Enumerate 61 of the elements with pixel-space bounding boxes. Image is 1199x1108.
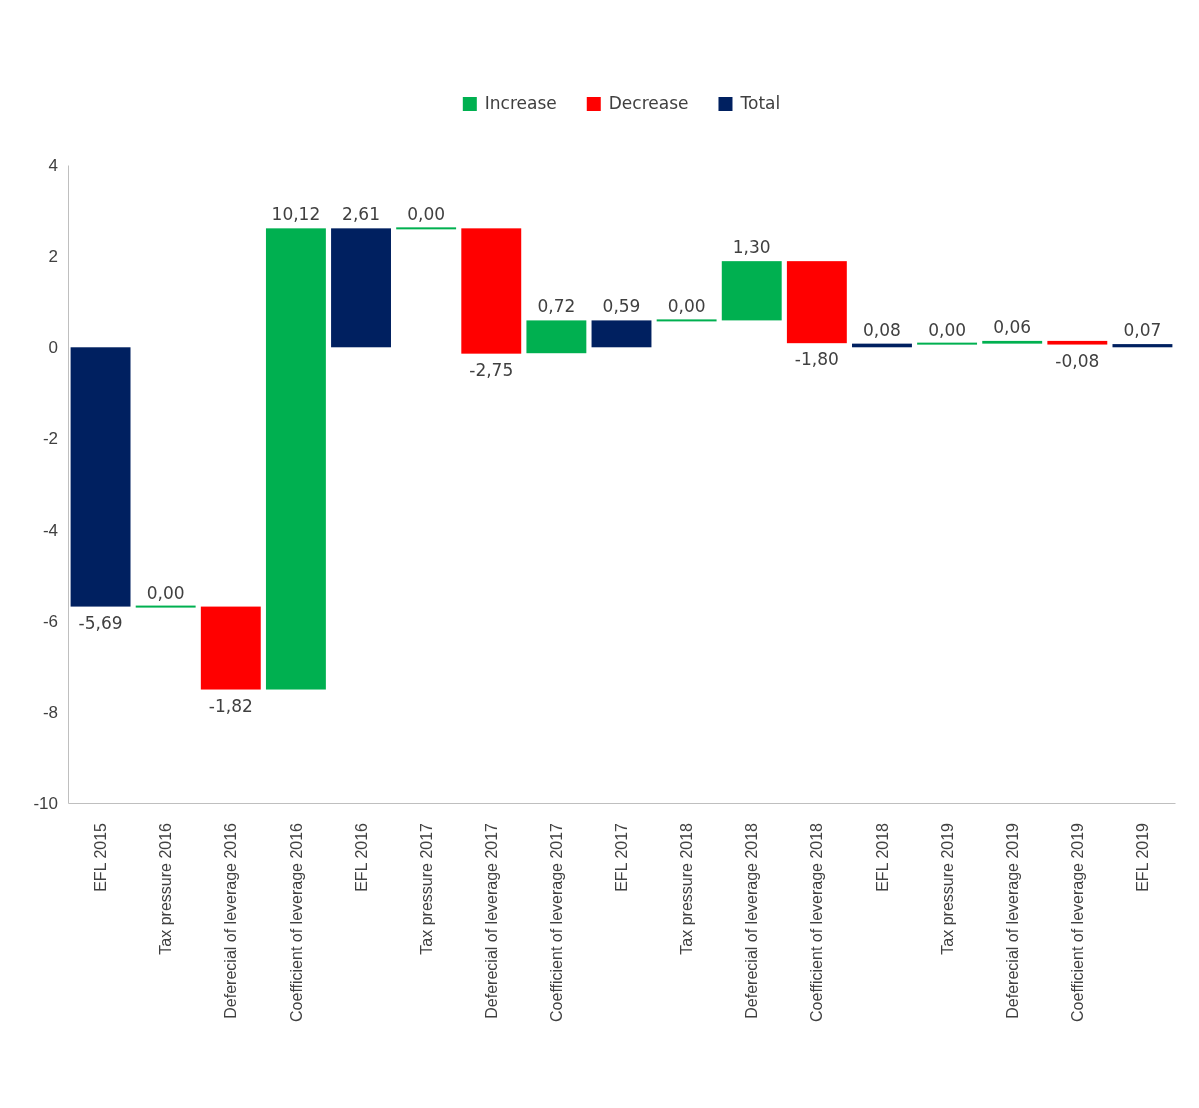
data-label: -0,08 [1055, 350, 1100, 371]
y-tick-label: 0 [48, 338, 58, 358]
x-tick-label: Deferecial of leverage 2018 [743, 822, 761, 1019]
x-tick-label: EFL 2016 [352, 822, 370, 892]
data-label: -1,80 [794, 349, 839, 370]
x-tick-label: Tax pressure 2017 [417, 822, 435, 955]
y-tick-label: -10 [33, 793, 58, 813]
bar [331, 228, 391, 348]
bar [265, 228, 326, 690]
data-label: 0,72 [537, 296, 576, 317]
x-tick-label: Deferecial of leverage 2016 [222, 822, 240, 1019]
bar [917, 342, 978, 345]
y-tick-label: -4 [42, 520, 58, 540]
y-tick-label: -8 [42, 702, 58, 722]
bar [70, 347, 131, 607]
data-label: 0,07 [1123, 320, 1162, 341]
data-label: -5,69 [78, 612, 123, 633]
x-tick-label: Coefficient of leverage 2018 [808, 822, 826, 1022]
x-tick-label: EFL 2015 [92, 822, 110, 892]
data-label: 0,00 [146, 582, 185, 603]
x-tick-label: Deferecial of leverage 2017 [482, 822, 500, 1019]
bar [721, 261, 782, 321]
data-label: 0,06 [993, 316, 1032, 337]
data-label: -1,82 [208, 695, 253, 716]
data-label: 10,12 [271, 204, 321, 225]
bar [461, 228, 522, 354]
bar [396, 227, 457, 230]
bar [591, 320, 652, 348]
x-tick-label: EFL 2019 [1134, 822, 1152, 892]
x-tick-label: EFL 2017 [613, 822, 631, 892]
data-label: 0,00 [407, 204, 446, 225]
y-tick-label: 4 [48, 155, 58, 175]
x-tick-label: EFL 2018 [873, 822, 891, 892]
x-tick-label: Coefficient of leverage 2016 [287, 822, 305, 1022]
x-tick-label: Deferecial of leverage 2019 [1003, 822, 1021, 1019]
bar [200, 606, 261, 690]
x-tick-label: Coefficient of leverage 2019 [1068, 822, 1086, 1022]
y-tick-label: -2 [42, 429, 58, 449]
data-label: 1,30 [732, 237, 771, 258]
x-tick-label: Tax pressure 2019 [938, 822, 956, 955]
x-tick-label: Tax pressure 2016 [157, 822, 175, 955]
bar [1047, 340, 1108, 345]
bar [982, 340, 1043, 344]
data-label: 0,08 [863, 319, 901, 340]
x-tick-label: Tax pressure 2018 [678, 822, 696, 955]
legend-label: Total [739, 93, 781, 113]
bar [656, 319, 717, 322]
legend-label: Decrease [608, 93, 689, 113]
data-label: 0,00 [928, 319, 967, 340]
data-label: 0,59 [602, 296, 641, 317]
data-label: 0,00 [667, 296, 706, 317]
legend-label: Increase [484, 93, 557, 113]
bar [526, 320, 587, 354]
y-tick-label: 2 [48, 247, 58, 267]
bar [135, 605, 196, 608]
bar [1112, 344, 1173, 348]
bar [786, 261, 847, 344]
data-label: -2,75 [469, 359, 514, 380]
x-tick-label: Coefficient of leverage 2017 [547, 822, 565, 1022]
y-tick-label: -6 [42, 611, 58, 631]
data-label: 2,61 [342, 204, 380, 225]
